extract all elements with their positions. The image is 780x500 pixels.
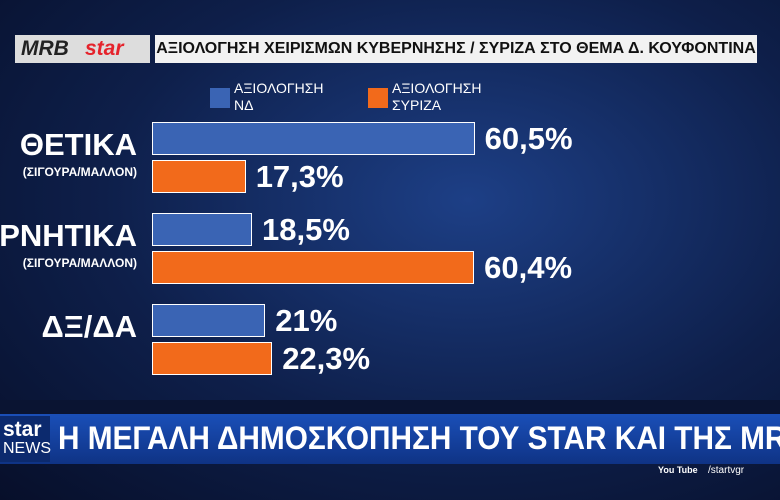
- bar: [152, 251, 475, 284]
- value-label: 22,3%: [282, 341, 371, 376]
- logo-box: MRB star: [15, 35, 150, 63]
- value-label: 17,3%: [255, 159, 344, 194]
- ticker-text: Η ΜΕΓΑΛΗ ΔΗΜΟΣΚΟΠΗΣΗ ΤΟΥ STAR ΚΑΙ ΤΗΣ MR…: [58, 420, 780, 456]
- youtube-handle: /startvgr: [708, 465, 745, 476]
- legend-swatch: [368, 88, 388, 108]
- category-note: (ΣΙΓΟΥΡΑ/ΜΑΛΛΟΝ): [22, 165, 137, 179]
- value-label: 60,4%: [484, 250, 573, 285]
- ticker: star NEWS Η ΜΕΓΑΛΗ ΔΗΜΟΣΚΟΠΗΣΗ ΤΟΥ STAR …: [0, 414, 780, 464]
- category-label: ΑΡΝΗΤΙΚΑ: [0, 218, 137, 253]
- news-logo: star NEWS: [0, 416, 51, 462]
- value-label: 60,5%: [484, 121, 573, 156]
- title: ΑΞΙΟΛΟΓΗΣΗ ΧΕΙΡΙΣΜΩΝ ΚΥΒΕΡΝΗΣΗΣ / ΣΥΡΙΖΑ…: [155, 35, 757, 63]
- news-logo-bottom: NEWS: [3, 440, 51, 457]
- logo-star: star: [85, 37, 124, 60]
- value-label: 21%: [275, 303, 338, 338]
- category-label: ΘΕΤΙΚΑ: [19, 127, 137, 162]
- bar: [152, 122, 475, 155]
- legend-swatch: [210, 88, 230, 108]
- category-label: ΔΞ/ΔΑ: [41, 309, 137, 344]
- bar: [152, 213, 253, 246]
- bar: [152, 304, 266, 337]
- legend-label: ΑΞΙΟΛΟΓΗΣΗ ΣΥΡΙΖΑ: [392, 80, 482, 113]
- logo-mrb: MRB: [21, 37, 69, 60]
- news-logo-top: star: [3, 418, 42, 441]
- youtube-logo: You Tube: [658, 465, 698, 475]
- category-note: (ΣΙΓΟΥΡΑ/ΜΑΛΛΟΝ): [22, 256, 137, 270]
- bar: [152, 160, 246, 193]
- bar: [152, 342, 273, 375]
- legend-label: ΑΞΙΟΛΟΓΗΣΗ ΝΔ: [234, 80, 324, 113]
- ticker-strip: [0, 400, 780, 414]
- value-label: 18,5%: [262, 212, 350, 247]
